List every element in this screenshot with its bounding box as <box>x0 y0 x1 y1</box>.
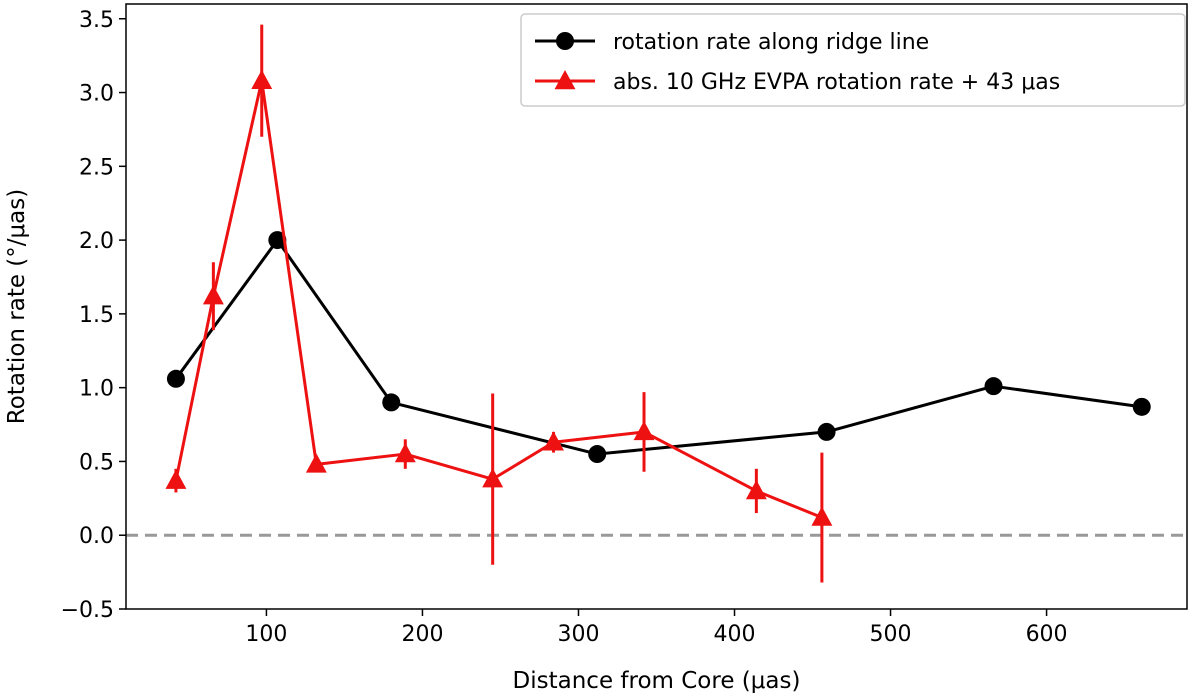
data-point <box>268 231 287 250</box>
data-point <box>543 431 564 451</box>
legend-label: rotation rate along ridge line <box>613 30 929 55</box>
y-tick-label: 1.0 <box>79 377 114 402</box>
series-layer <box>165 24 1151 583</box>
legend: rotation rate along ridge line abs. 10 GH… <box>520 13 1186 107</box>
x-tick-label: 100 <box>245 622 287 647</box>
series-2 <box>165 24 833 583</box>
legend-label: abs. 10 GHz EVPA rotation rate + 43 μas <box>613 70 1060 95</box>
legend-entry-2: abs. 10 GHz EVPA rotation rate + 43 μas <box>535 70 1060 95</box>
data-point <box>382 393 401 412</box>
data-point <box>817 422 836 441</box>
data-point <box>165 469 187 489</box>
data-point <box>811 506 833 526</box>
legend-marker <box>554 70 576 90</box>
data-point <box>394 443 416 463</box>
y-tick-label: 2.0 <box>79 229 114 254</box>
data-point <box>984 377 1003 396</box>
y-tick-label: 0.5 <box>79 450 114 475</box>
y-tick-label: 3.5 <box>79 8 114 33</box>
tick-layer: 100 200 300 400 500 600 −0.5 0.0 0.5 1.0 1.5 2.0 2.5… <box>61 8 1068 647</box>
data-point <box>588 445 607 464</box>
y-tick-label: 1.5 <box>79 303 114 328</box>
x-tick-label: 500 <box>870 622 912 647</box>
series-line <box>174 238 1142 456</box>
y-tick-label: −0.5 <box>61 598 114 623</box>
x-tick-label: 300 <box>557 622 599 647</box>
x-tick-label: 200 <box>401 622 443 647</box>
y-tick-label: 3.0 <box>79 82 114 107</box>
x-axis-label: Distance from Core (μas) <box>513 668 801 694</box>
x-tick-label: 400 <box>714 622 756 647</box>
legend-entry-1: rotation rate along ridge line <box>535 30 929 55</box>
series-line <box>174 79 823 519</box>
legend-box <box>520 13 1186 107</box>
plot-frame <box>125 3 1188 610</box>
y-tick-label: 2.5 <box>79 155 114 180</box>
series-1 <box>166 231 1151 464</box>
y-tick-label: 0.0 <box>79 524 114 549</box>
data-point <box>166 369 185 388</box>
data-point <box>305 453 327 473</box>
x-tick-label: 600 <box>1026 622 1068 647</box>
data-point <box>482 468 504 488</box>
data-point <box>745 479 767 500</box>
data-point <box>1132 397 1151 416</box>
legend-marker <box>556 32 574 50</box>
data-point <box>202 285 224 305</box>
data-point <box>251 69 273 89</box>
y-axis-label: Rotation rate (°/μas) <box>4 189 30 424</box>
data-point <box>633 420 655 441</box>
